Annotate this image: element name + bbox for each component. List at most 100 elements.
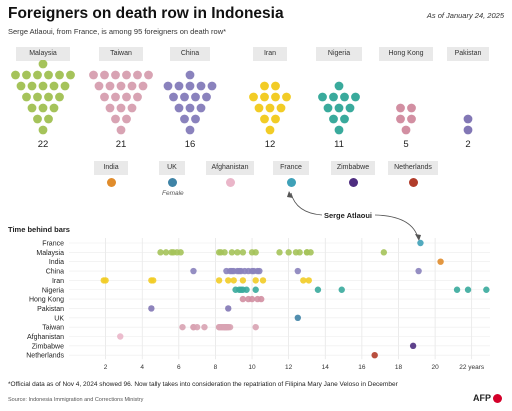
dot-hong-kong: [407, 103, 416, 113]
row-label-malaysia: Malaysia: [36, 250, 64, 257]
dot-nigeria: [329, 92, 338, 102]
point-iran: [252, 277, 259, 284]
point-china: [294, 267, 302, 275]
dot-group-pakistan: [463, 114, 473, 135]
point-malaysia: [228, 249, 236, 256]
dot-taiwan: [116, 81, 126, 91]
dot-malaysia: [44, 114, 53, 124]
count-china: 16: [184, 139, 196, 150]
point-malaysia: [234, 249, 241, 256]
point-uk: [294, 314, 302, 321]
dot-china: [185, 125, 195, 135]
dot-china: [196, 81, 206, 91]
dot-taiwan: [116, 103, 126, 113]
dot-nigeria: [345, 103, 355, 113]
row-label-china: China: [46, 269, 64, 276]
point-iran: [300, 277, 307, 284]
dot-china: [185, 81, 195, 91]
x-tick-label: 8: [214, 364, 218, 371]
dot-taiwan: [122, 92, 131, 102]
dot-taiwan: [111, 92, 120, 102]
point-hong-kong: [248, 295, 256, 303]
country-tag-uk: UK: [159, 161, 185, 175]
dot-iran: [260, 92, 269, 102]
dot-malaysia: [38, 81, 48, 91]
point-nigeria: [243, 286, 250, 293]
dot-china: [185, 70, 195, 80]
point-malaysia: [221, 249, 228, 256]
point-zimbabwe: [409, 342, 417, 350]
country-tag-france: France: [273, 161, 309, 175]
dot-iran: [249, 92, 258, 102]
dot-china: [174, 81, 184, 91]
point-nigeria: [483, 286, 490, 293]
dot-pakistan: [463, 125, 473, 135]
dot-malaysia: [22, 70, 31, 80]
afp-logo-icon: [493, 394, 502, 404]
dot-iran: [265, 103, 275, 113]
row-label-hong-kong: Hong Kong: [29, 297, 64, 304]
dot-india: [106, 178, 116, 187]
dot-malaysia: [38, 125, 48, 135]
dot-china: [191, 92, 200, 102]
country-tag-hong-kong: Hong Kong: [379, 47, 433, 61]
callout-arrowhead-right: [415, 234, 421, 241]
dot-netherlands: [408, 178, 418, 187]
x-tick-label: 20: [431, 364, 439, 371]
country-tag-taiwan: Taiwan: [99, 47, 143, 61]
country-tag-pakistan: Pakistan: [447, 47, 489, 61]
dot-taiwan: [133, 92, 142, 102]
point-nigeria: [453, 286, 461, 293]
dot-taiwan: [133, 70, 142, 80]
footnote: *Official data as of Nov 4, 2024 showed …: [8, 381, 398, 388]
point-iran: [102, 277, 109, 284]
dot-taiwan: [116, 125, 126, 135]
point-china: [236, 267, 243, 275]
page-title: Foreigners on death row in Indonesia: [8, 5, 284, 22]
dot-hong-kong: [396, 103, 405, 113]
count-hong-kong: 5: [403, 139, 409, 150]
dot-group-iran: [249, 81, 291, 135]
x-tick-label: 2: [104, 364, 108, 371]
row-label-pakistan: Pakistan: [37, 306, 64, 313]
dot-iran: [271, 92, 280, 102]
dot-malaysia: [55, 70, 64, 80]
source-note: Source: Indonesia Immigration and Correc…: [8, 397, 144, 403]
dot-hong-kong: [396, 114, 405, 124]
dot-group-hong-kong: [396, 103, 416, 135]
dot-hong-kong: [407, 114, 416, 124]
dot-nigeria: [318, 92, 327, 102]
point-malaysia: [292, 249, 300, 256]
point-taiwan: [179, 323, 186, 331]
point-pakistan: [148, 305, 155, 312]
dot-taiwan: [144, 70, 153, 80]
row-label-india: India: [49, 259, 64, 266]
dot-group-nigeria: [318, 81, 360, 135]
dot-iran: [282, 92, 291, 102]
x-tick-label: 6: [177, 364, 181, 371]
dot-nigeria: [334, 81, 344, 91]
dot-nigeria: [329, 114, 338, 124]
point-nigeria: [314, 286, 322, 293]
x-tick-label: 4: [140, 364, 144, 371]
point-nigeria: [252, 286, 259, 293]
dot-taiwan: [105, 81, 115, 91]
point-china: [250, 267, 258, 275]
dot-china: [202, 92, 211, 102]
x-tick-label: 10: [248, 364, 256, 371]
point-china: [415, 267, 422, 275]
dot-malaysia: [44, 70, 53, 80]
point-malaysia: [285, 249, 292, 256]
dot-china: [191, 114, 200, 124]
point-iran: [225, 277, 232, 284]
point-pakistan: [225, 305, 232, 312]
dot-iran: [254, 103, 264, 113]
dot-iran: [271, 114, 280, 124]
point-taiwan: [221, 323, 228, 331]
uk-female-note: Female: [162, 190, 184, 197]
count-taiwan: 21: [115, 139, 127, 150]
callout-arrow-left: [290, 192, 323, 216]
dot-pakistan: [463, 114, 473, 124]
as-of-date: As of January 24, 2025: [426, 11, 504, 20]
